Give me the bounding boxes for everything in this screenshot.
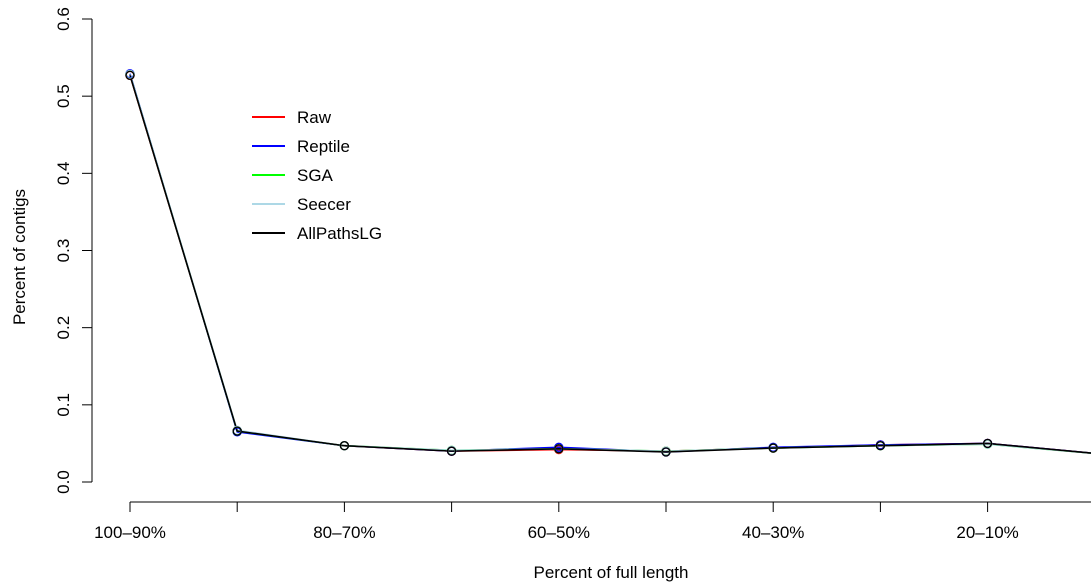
- legend: Raw Reptile SGA Seecer AllPathsLG: [252, 108, 382, 243]
- series-line: [129, 74, 1091, 454]
- x-axis-title: Percent of full length: [534, 563, 689, 582]
- y-tick-label: 0.0: [54, 470, 73, 494]
- data-point: [125, 70, 135, 81]
- series-sga: [129, 74, 1091, 454]
- x-tick-label: 60–50%: [528, 523, 590, 542]
- y-axis: 0.0 0.1 0.2 0.3 0.4 0.5 0.6: [54, 7, 93, 494]
- series-line: [129, 75, 1091, 454]
- series-raw-points: [125, 70, 993, 456]
- data-point: [982, 438, 993, 449]
- x-axis: 100–90% 80–70% 60–50% 40–30% 20–10%: [94, 501, 1091, 542]
- legend-label: AllPathsLG: [297, 224, 382, 243]
- x-tick-label: 40–30%: [742, 523, 804, 542]
- series-sga-points: [125, 69, 993, 456]
- series-reptile: [129, 73, 1091, 454]
- series-allpathslg-points: [125, 70, 993, 457]
- y-tick-label: 0.5: [54, 84, 73, 108]
- series-layer: [125, 69, 1091, 457]
- y-tick-label: 0.4: [54, 162, 73, 186]
- x-tick-label: 80–70%: [313, 523, 375, 542]
- series-line: [129, 73, 1091, 454]
- data-point: [446, 446, 457, 456]
- data-point: [768, 443, 778, 453]
- series-allpathslg: [129, 75, 1091, 454]
- data-point: [554, 444, 564, 454]
- series-reptile-points: [125, 69, 993, 457]
- data-point: [339, 441, 350, 451]
- data-point: [661, 447, 671, 457]
- y-tick-label: 0.6: [54, 7, 73, 31]
- data-point: [875, 441, 886, 451]
- x-tick-label: 100–90%: [94, 523, 166, 542]
- series-raw: [129, 75, 1091, 454]
- legend-label: Reptile: [297, 137, 350, 156]
- series-seecer-points: [125, 69, 993, 456]
- x-tick-label: 20–10%: [956, 523, 1018, 542]
- y-tick-label: 0.3: [54, 239, 73, 263]
- legend-label: Raw: [297, 108, 332, 127]
- y-tick-label: 0.1: [54, 393, 73, 417]
- legend-label: SGA: [297, 166, 334, 185]
- y-axis-title: Percent of contigs: [10, 189, 29, 325]
- data-point: [232, 426, 242, 436]
- y-tick-label: 0.2: [54, 316, 73, 340]
- series-line: [129, 75, 1091, 454]
- series-seecer: [129, 74, 1091, 454]
- series-line: [129, 74, 1091, 454]
- legend-label: Seecer: [297, 195, 351, 214]
